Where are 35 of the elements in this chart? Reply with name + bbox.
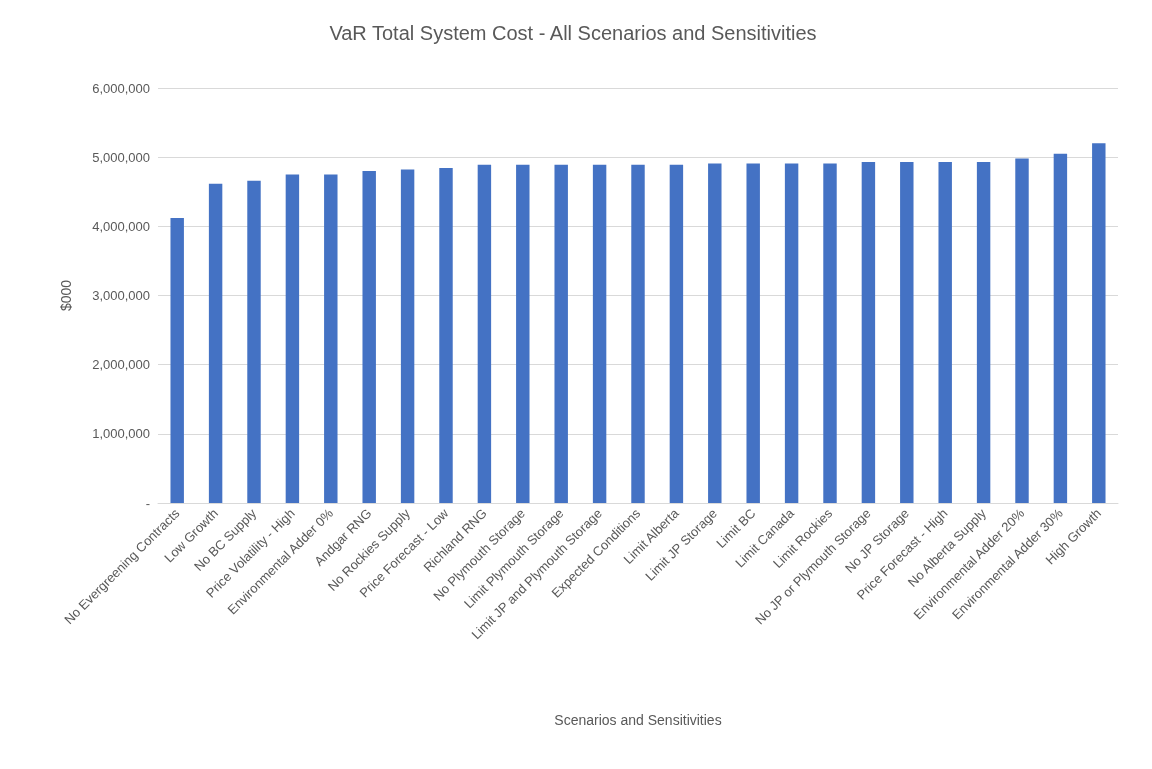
bar bbox=[477, 164, 492, 503]
bar bbox=[208, 183, 223, 503]
bar bbox=[861, 162, 876, 503]
bar bbox=[1092, 143, 1106, 503]
chart-title: VaR Total System Cost - All Scenarios and Sensitivities bbox=[329, 22, 817, 44]
y-tick-label: - bbox=[145, 495, 150, 511]
x-axis-title: Scenarios and Sensitivities bbox=[554, 712, 722, 728]
bar bbox=[439, 167, 453, 503]
bar bbox=[400, 169, 415, 503]
bar bbox=[170, 218, 184, 503]
bar bbox=[746, 163, 760, 503]
y-tick-label: 4,000,000 bbox=[92, 218, 150, 234]
bar bbox=[784, 163, 799, 503]
bar bbox=[900, 162, 914, 503]
bar bbox=[324, 174, 338, 503]
bar bbox=[1015, 158, 1029, 503]
bar bbox=[823, 163, 837, 503]
y-tick-label: 3,000,000 bbox=[92, 288, 150, 303]
y-tick-label: 6,000,000 bbox=[92, 80, 150, 96]
bar bbox=[976, 162, 991, 503]
y-axis-title: $000 bbox=[58, 279, 74, 312]
bar bbox=[669, 164, 684, 503]
bar bbox=[708, 163, 722, 503]
bar bbox=[554, 164, 568, 503]
y-tick-label: 1,000,000 bbox=[92, 426, 150, 442]
y-tick-label: 2,000,000 bbox=[92, 357, 150, 373]
bar bbox=[1053, 153, 1068, 503]
bar bbox=[938, 162, 952, 503]
bar bbox=[592, 164, 607, 503]
bar bbox=[247, 180, 261, 503]
y-tick-label: 5,000,000 bbox=[92, 149, 150, 165]
bar bbox=[362, 171, 376, 503]
bar bbox=[631, 164, 645, 503]
bar bbox=[285, 174, 300, 503]
bar bbox=[516, 164, 530, 503]
